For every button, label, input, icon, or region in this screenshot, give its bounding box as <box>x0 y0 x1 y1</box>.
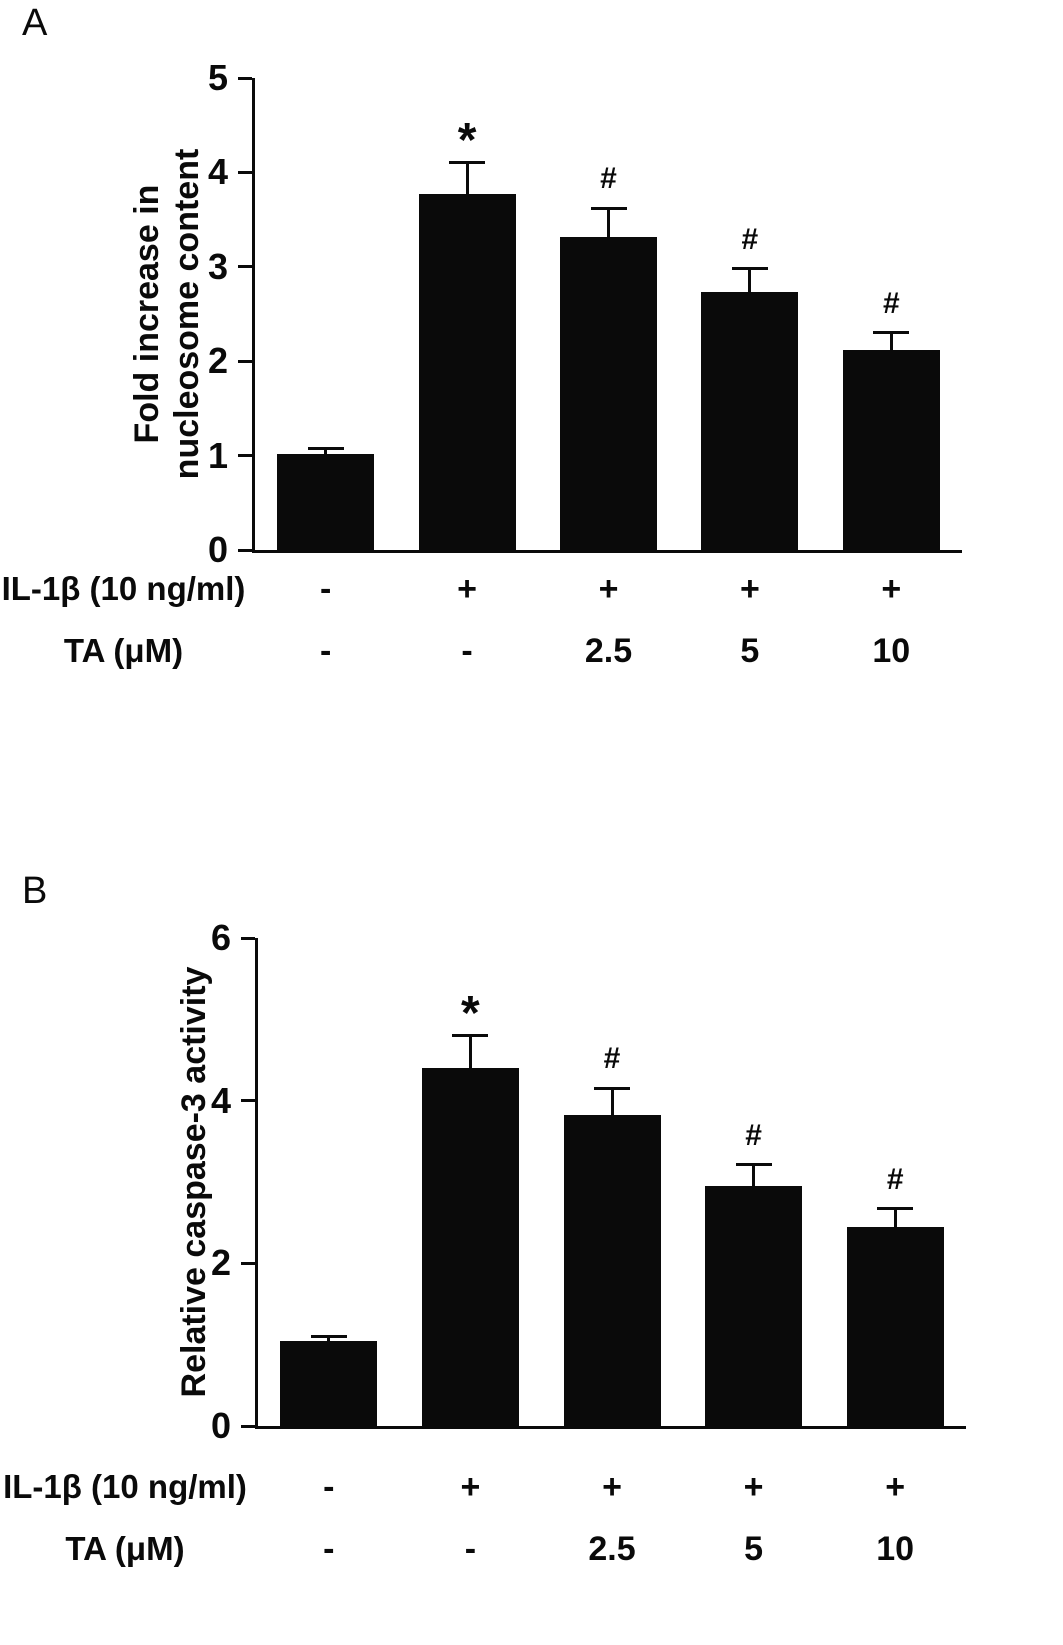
bar <box>418 194 516 550</box>
x-row-value: - <box>320 570 332 608</box>
y-tick-label: 2 <box>207 340 228 382</box>
error-bar-cap <box>452 1034 489 1038</box>
panel-a-label: A <box>22 2 48 44</box>
error-bar-line <box>748 268 752 293</box>
bar <box>421 1068 519 1426</box>
y-tick-label: 0 <box>210 1405 231 1446</box>
error-bar-cap <box>307 447 344 451</box>
x-row-value: - <box>464 1530 477 1568</box>
y-tick <box>238 548 252 552</box>
y-tick-label: 6 <box>210 917 231 958</box>
y-tick <box>241 1099 255 1103</box>
x-row-label: TA (μM) <box>65 1530 185 1567</box>
y-tick <box>241 1424 255 1428</box>
x-row-label: IL-1β (10 ng/ml) <box>1 570 246 607</box>
x-row-value: 2.5 <box>584 632 633 670</box>
x-row-value: - <box>323 1530 335 1568</box>
bar <box>563 1115 661 1426</box>
x-row-label: IL-1β (10 ng/ml) <box>3 1468 247 1505</box>
y-tick <box>238 454 252 458</box>
error-bar-cap <box>877 1207 914 1211</box>
error-bar-line <box>893 1208 897 1227</box>
error-bar-cap <box>310 1335 347 1339</box>
x-row-value: 10 <box>872 632 911 670</box>
error-bar-cap <box>590 206 627 210</box>
significance-asterisk: * <box>457 113 477 167</box>
significance-asterisk: * <box>461 986 480 1040</box>
bar <box>277 453 375 550</box>
error-bar-line <box>607 208 610 237</box>
error-bar-line <box>324 448 328 454</box>
significance-hash: # <box>600 162 617 196</box>
x-row-value: 5 <box>744 1530 764 1568</box>
y-tick <box>238 76 252 80</box>
error-bar-cap <box>731 267 768 271</box>
bar <box>280 1340 378 1426</box>
error-bar-line <box>610 1088 614 1116</box>
y-axis-title: Fold increase in nucleosome content <box>128 148 206 480</box>
error-bar-line <box>465 162 469 195</box>
significance-hash: # <box>745 1118 762 1152</box>
error-bar-line <box>752 1164 756 1187</box>
y-axis-line <box>255 938 258 1429</box>
x-row-value: + <box>457 570 478 608</box>
y-tick-label: 0 <box>207 529 228 570</box>
y-tick <box>238 359 252 363</box>
y-axis-line <box>252 78 255 553</box>
x-axis-line <box>252 550 962 553</box>
error-bar-cap <box>449 161 486 165</box>
y-tick <box>238 170 252 174</box>
x-row-value: - <box>323 1468 335 1506</box>
y-tick <box>241 1261 255 1265</box>
x-row-value: + <box>460 1468 481 1506</box>
x-axis-line <box>255 1426 966 1429</box>
x-row-value: + <box>602 1468 622 1506</box>
x-row-value: + <box>885 1468 906 1506</box>
y-tick-label: 1 <box>207 434 228 476</box>
x-row-value: + <box>598 570 619 608</box>
error-bar-cap <box>735 1163 772 1167</box>
bar <box>705 1186 803 1426</box>
bar <box>842 349 940 550</box>
bar <box>846 1226 944 1426</box>
x-row-value: + <box>739 570 760 608</box>
x-row-label: TA (μM) <box>63 632 184 669</box>
y-tick-label: 4 <box>210 1079 231 1121</box>
significance-hash: # <box>882 286 900 320</box>
error-bar-line <box>889 332 893 350</box>
bar <box>560 236 657 550</box>
x-row-value: - <box>461 632 473 670</box>
panel-a: A 0 1 2 3 4 5 Fold increase in nucleosome cont… <box>1 2 962 670</box>
y-tick-label: 2 <box>210 1242 231 1284</box>
y-tick <box>238 265 252 269</box>
panel-b: B 0 2 4 6 Relative caspase-3 activity * # # # IL-… <box>0 858 1063 1645</box>
x-row-value: 10 <box>876 1530 915 1568</box>
significance-hash: # <box>741 222 759 256</box>
x-row-value: - <box>320 632 332 670</box>
caspase3-activity-bar-chart: 0 2 4 6 Relative caspase-3 activity * # # # IL-1β… <box>0 858 1063 1645</box>
y-tick-label: 5 <box>207 57 228 98</box>
x-row-value: + <box>881 570 902 608</box>
panel-b-label: B <box>22 870 48 912</box>
significance-hash: # <box>603 1042 621 1076</box>
y-axis-title: Relative caspase-3 activity <box>175 966 213 1398</box>
y-tick-label: 4 <box>207 151 228 193</box>
bar <box>701 292 799 550</box>
error-bar-line <box>327 1336 331 1341</box>
nucleosome-content-bar-chart: 0 1 2 3 4 5 Fold increase in nucleosome conten… <box>1 57 962 670</box>
significance-hash: # <box>886 1162 904 1196</box>
error-bar-cap <box>873 331 910 335</box>
y-tick-label: 3 <box>207 245 228 287</box>
error-bar-cap <box>594 1086 630 1090</box>
x-row-value: 5 <box>740 632 760 670</box>
x-row-value: + <box>743 1468 764 1506</box>
error-bar-line <box>468 1035 472 1069</box>
x-row-value: 2.5 <box>588 1530 636 1568</box>
y-tick <box>241 936 255 940</box>
